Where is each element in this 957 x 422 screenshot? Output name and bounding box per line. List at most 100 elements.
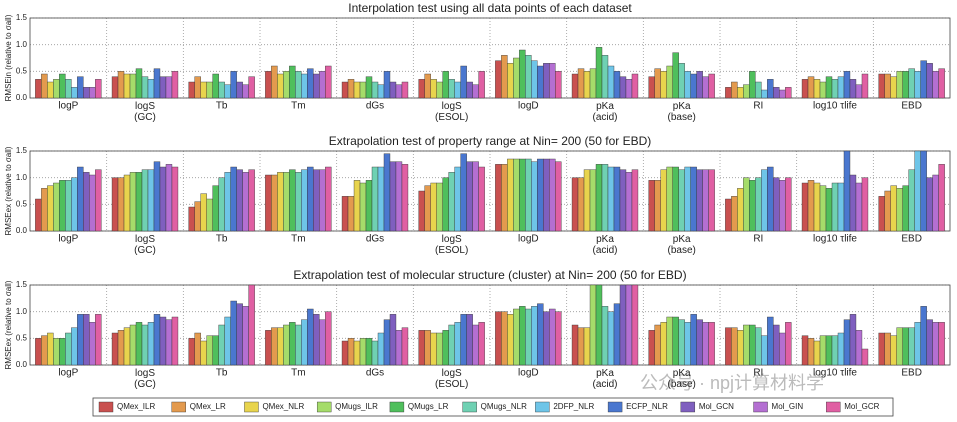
bar [595,164,603,232]
bar [289,65,296,99]
bar [460,65,467,99]
bar [200,81,207,99]
x-tick-label: pKa (acid) [592,101,617,123]
bar [478,166,485,232]
bar [159,316,167,366]
bar [230,71,237,99]
bar [507,158,514,232]
bar [737,330,744,366]
bar [224,172,231,232]
bar [666,316,673,366]
bar [690,73,697,99]
bar [513,57,520,99]
bar [537,158,544,232]
y-tick-label: 0.0 [16,360,28,369]
bar [678,63,685,99]
bar [737,87,744,99]
chart-title: Extrapolation test of molecular structur… [293,268,686,282]
bar [89,174,96,232]
legend-label: 2DFP_NLR [553,402,594,411]
bar [424,73,431,99]
bar [353,81,361,99]
bar [478,71,485,99]
bar [932,71,939,99]
bar [83,314,90,366]
bar [129,172,137,232]
bar [271,174,278,232]
bar [813,182,821,232]
bar [47,332,54,366]
bar [159,76,167,99]
bar [117,177,125,232]
bar [206,81,213,99]
bar [619,284,627,366]
bar [819,335,827,366]
plot-frame [29,150,951,232]
bar [248,169,255,232]
bar [59,180,66,232]
bar [47,185,54,232]
bar [932,322,939,366]
bar [478,322,485,366]
legend-label: QMugs_ILR [335,402,378,411]
bar [111,332,119,366]
bar [884,190,891,232]
bar [501,55,508,99]
bar [359,182,367,232]
bar [341,196,349,232]
bar [807,180,815,232]
bar [831,182,839,232]
bar [938,322,945,366]
bar [165,164,173,232]
x-tick-label: RI [753,368,763,379]
bar [325,311,332,366]
bar [365,180,373,232]
bar [843,150,851,232]
bar [430,79,437,99]
bar [165,76,173,99]
bar [135,322,143,366]
bar [543,311,550,366]
bar [319,71,326,99]
bar [123,73,131,99]
bar [212,335,219,366]
bar [725,87,732,99]
bar [684,322,691,366]
bar [801,182,809,232]
bar [171,316,179,366]
bar [837,182,845,232]
bar [761,89,768,99]
bar [849,79,857,99]
bar [807,338,815,366]
x-tick-label: EBD [901,101,922,112]
bar [571,324,579,366]
bar [849,314,857,366]
bar [41,335,48,366]
bar [613,71,621,99]
bar [448,172,455,232]
bar [359,338,367,366]
bar [926,319,933,366]
bar [307,308,314,366]
x-tick-label: logS (GC) [134,368,156,390]
bar [454,81,461,99]
bar [595,284,603,366]
bar [365,76,373,99]
bar [890,335,897,366]
y-tick-label: 1.5 [16,13,28,22]
bar [731,327,738,366]
bar [271,327,278,366]
bar [307,68,314,99]
bar [666,166,673,232]
bar [224,84,231,99]
bar [601,306,609,366]
bar [424,330,431,366]
bar [920,306,927,366]
bar [200,193,207,232]
bar [371,81,379,99]
bar [513,158,520,232]
bar [153,68,161,99]
bar [914,322,921,366]
bar [690,314,697,366]
legend-swatch [389,401,405,413]
